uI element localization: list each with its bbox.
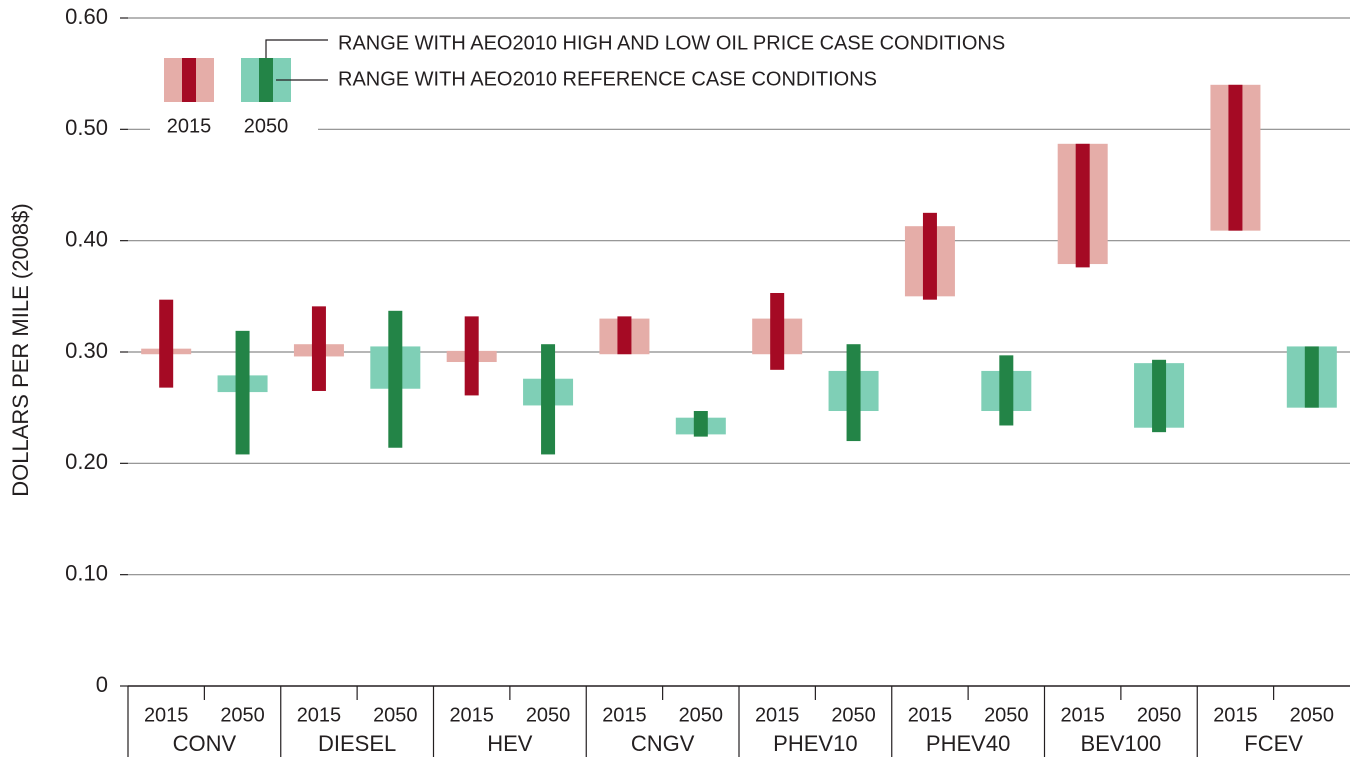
- annotation-leader: [265, 39, 328, 58]
- y-tick-label: 0.10: [65, 560, 108, 585]
- oil-range-bar: [1152, 359, 1167, 433]
- oil-range-bar: [311, 306, 326, 391]
- x-sub-label: 2050: [526, 704, 571, 726]
- y-tick-label: 0.40: [65, 226, 108, 251]
- x-sub-label: 2015: [1060, 704, 1105, 726]
- oil-range-bar: [770, 292, 785, 370]
- legend-oil-swatch: [182, 58, 196, 102]
- oil-range-bar: [1075, 143, 1090, 268]
- x-sub-label: 2050: [373, 704, 418, 726]
- oil-range-bar: [693, 411, 708, 437]
- x-group-label: DIESEL: [318, 731, 396, 756]
- x-sub-label: 2015: [602, 704, 647, 726]
- x-sub-label: 2050: [831, 704, 876, 726]
- oil-range-bar: [1228, 84, 1243, 231]
- x-sub-label: 2015: [297, 704, 342, 726]
- y-tick-label: 0.20: [65, 449, 108, 474]
- oil-range-bar: [922, 212, 937, 300]
- x-group-label: CNGV: [631, 731, 695, 756]
- oil-range-bar: [846, 344, 861, 442]
- oil-range-bar: [617, 316, 632, 355]
- x-sub-label: 2050: [220, 704, 265, 726]
- y-axis-label: DOLLARS PER MILE (2008$): [8, 203, 33, 496]
- oil-range-bar: [159, 299, 174, 388]
- legend-label: 2015: [167, 115, 212, 137]
- oil-range-bar: [388, 310, 403, 448]
- y-tick-label: 0.50: [65, 115, 108, 140]
- legend-background: [150, 110, 318, 144]
- x-sub-label: 2050: [1137, 704, 1182, 726]
- annotation: RANGE WITH AEO2010 REFERENCE CASE CONDIT…: [338, 68, 877, 90]
- x-group-label: PHEV40: [926, 731, 1010, 756]
- oil-range-bar: [1304, 346, 1319, 408]
- x-sub-label: 2050: [984, 704, 1029, 726]
- oil-range-bar: [541, 344, 556, 455]
- y-tick-label: 0: [96, 672, 108, 697]
- legend-label: 2050: [244, 115, 289, 137]
- x-group-label: PHEV10: [773, 731, 857, 756]
- x-group-label: HEV: [487, 731, 533, 756]
- x-sub-label: 2015: [755, 704, 800, 726]
- x-sub-label: 2050: [1290, 704, 1335, 726]
- oil-range-bar: [464, 316, 479, 396]
- annotation: RANGE WITH AEO2010 HIGH AND LOW OIL PRIC…: [338, 32, 1005, 54]
- x-sub-label: 2015: [144, 704, 189, 726]
- x-group-label: FCEV: [1244, 731, 1303, 756]
- oil-range-bar: [999, 355, 1014, 426]
- x-sub-label: 2015: [449, 704, 494, 726]
- y-tick-label: 0.60: [65, 4, 108, 29]
- x-sub-label: 2050: [679, 704, 724, 726]
- y-tick-label: 0.30: [65, 338, 108, 363]
- oil-range-bar: [235, 330, 250, 455]
- legend-oil-swatch: [259, 58, 273, 102]
- x-group-label: CONV: [173, 731, 237, 756]
- x-group-label: BEV100: [1081, 731, 1162, 756]
- x-sub-label: 2015: [908, 704, 953, 726]
- x-sub-label: 2015: [1213, 704, 1258, 726]
